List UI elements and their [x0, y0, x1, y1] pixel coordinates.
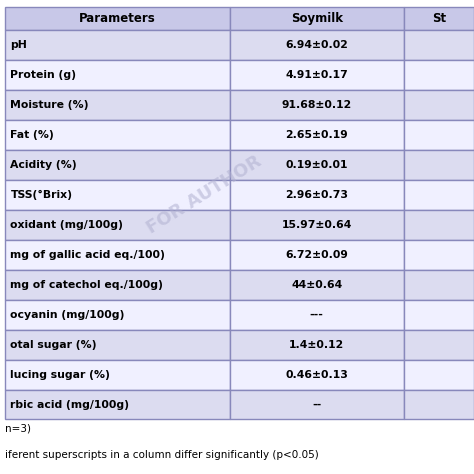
Bar [230, 30, 403, 60]
Bar [230, 180, 403, 210]
Bar [230, 120, 403, 150]
Bar [230, 329, 403, 360]
Text: pH: pH [10, 40, 27, 50]
Text: 2.65±0.19: 2.65±0.19 [285, 130, 348, 140]
Text: 91.68±0.12: 91.68±0.12 [282, 100, 352, 110]
Bar [230, 300, 403, 329]
Text: Fat (%): Fat (%) [10, 130, 54, 140]
Bar [403, 180, 474, 210]
Bar [5, 360, 230, 390]
Text: ---: --- [310, 310, 324, 319]
Text: TSS(°Brix): TSS(°Brix) [10, 190, 73, 200]
Bar [230, 60, 403, 90]
Bar [403, 329, 474, 360]
Bar [230, 90, 403, 120]
Bar [230, 150, 403, 180]
Bar [230, 7, 403, 30]
Bar [230, 270, 403, 300]
Text: lucing sugar (%): lucing sugar (%) [10, 370, 110, 380]
Text: --: -- [312, 400, 321, 410]
Bar [5, 30, 230, 60]
Bar [5, 90, 230, 120]
Text: Parameters: Parameters [79, 12, 156, 25]
Text: Acidity (%): Acidity (%) [10, 160, 77, 170]
Bar [230, 240, 403, 270]
Bar [5, 210, 230, 240]
Text: 4.91±0.17: 4.91±0.17 [285, 70, 348, 80]
Bar [403, 270, 474, 300]
Bar [403, 7, 474, 30]
Bar [403, 60, 474, 90]
Bar [5, 60, 230, 90]
Bar [5, 180, 230, 210]
Bar [403, 120, 474, 150]
Bar [5, 300, 230, 329]
Text: 44±0.64: 44±0.64 [291, 280, 342, 290]
Bar [403, 390, 474, 419]
Text: 6.94±0.02: 6.94±0.02 [285, 40, 348, 50]
Text: FOR AUTHOR: FOR AUTHOR [144, 152, 265, 237]
Text: Protein (g): Protein (g) [10, 70, 76, 80]
Text: 6.72±0.09: 6.72±0.09 [285, 250, 348, 260]
Text: Soymilk: Soymilk [291, 12, 343, 25]
Text: mg of catechol eq./100g): mg of catechol eq./100g) [10, 280, 164, 290]
Text: Moisture (%): Moisture (%) [10, 100, 89, 110]
Bar [403, 300, 474, 329]
Text: 2.96±0.73: 2.96±0.73 [285, 190, 348, 200]
Bar [403, 360, 474, 390]
Text: 0.19±0.01: 0.19±0.01 [285, 160, 348, 170]
Bar [403, 30, 474, 60]
Bar [230, 360, 403, 390]
Text: St: St [432, 12, 446, 25]
Bar [230, 210, 403, 240]
Text: 15.97±0.64: 15.97±0.64 [282, 219, 352, 230]
Bar [5, 240, 230, 270]
Text: mg of gallic acid eq./100): mg of gallic acid eq./100) [10, 250, 165, 260]
Bar [5, 7, 230, 30]
Bar [403, 210, 474, 240]
Bar [403, 240, 474, 270]
Bar [5, 270, 230, 300]
Text: ocyanin (mg/100g): ocyanin (mg/100g) [10, 310, 125, 319]
Text: 1.4±0.12: 1.4±0.12 [289, 339, 345, 349]
Text: oxidant (mg/100g): oxidant (mg/100g) [10, 219, 123, 230]
Text: 0.46±0.13: 0.46±0.13 [285, 370, 348, 380]
Bar [5, 120, 230, 150]
Text: rbic acid (mg/100g): rbic acid (mg/100g) [10, 400, 129, 410]
Text: n=3): n=3) [5, 423, 31, 433]
Bar [403, 150, 474, 180]
Bar [403, 90, 474, 120]
Bar [5, 329, 230, 360]
Text: iferent superscripts in a column differ significantly (p<0.05): iferent superscripts in a column differ … [5, 450, 319, 460]
Bar [230, 390, 403, 419]
Bar [5, 150, 230, 180]
Text: otal sugar (%): otal sugar (%) [10, 339, 97, 349]
Bar [5, 390, 230, 419]
